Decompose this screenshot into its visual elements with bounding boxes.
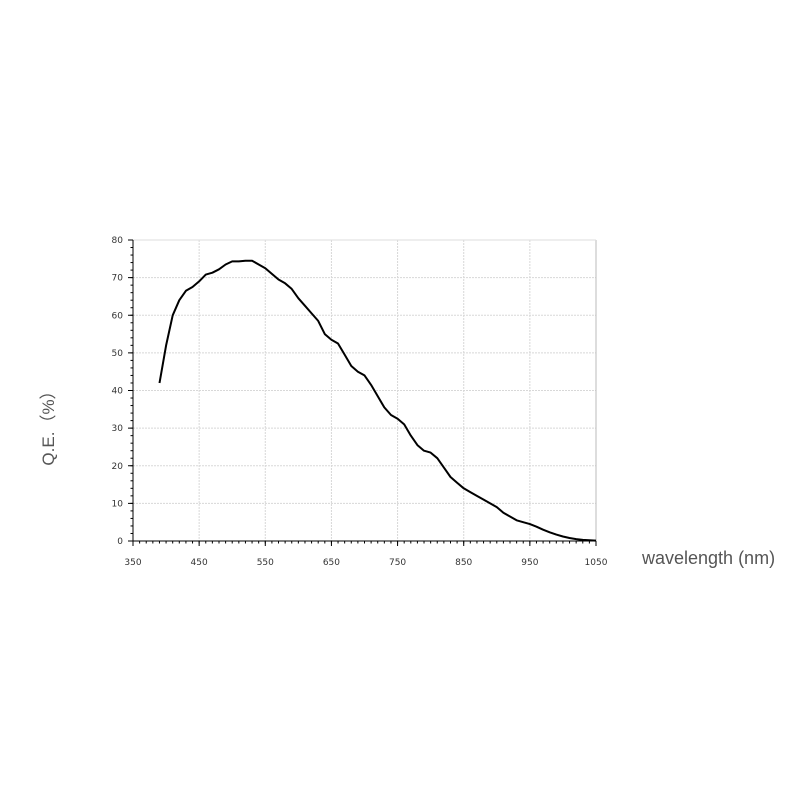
x-tick-label: 1050 [585, 558, 608, 568]
y-tick-label: 30 [112, 424, 124, 434]
y-axis-label: Q.E.（%） [39, 382, 58, 465]
y-tick-label: 40 [112, 387, 124, 397]
y-tick-label: 0 [117, 537, 123, 547]
x-tick-label: 850 [455, 558, 472, 568]
x-axis-label: wavelength (nm) [641, 548, 775, 568]
x-tick-label: 950 [521, 558, 538, 568]
x-tick-label: 550 [257, 558, 274, 568]
series-line [158, 259, 597, 542]
y-tick-label: 60 [112, 311, 124, 321]
x-tick-label: 450 [191, 558, 208, 568]
x-tick-label: 750 [389, 558, 406, 568]
y-tick-labels: 0 10 20 30 40 50 60 70 80 [112, 236, 124, 547]
x-tick-label: 650 [323, 558, 340, 568]
grid [133, 240, 596, 541]
y-tick-label: 10 [112, 499, 124, 509]
axes [128, 239, 597, 546]
y-tick-label: 70 [112, 274, 124, 284]
y-tick-label: 50 [112, 349, 124, 359]
x-tick-label: 350 [124, 558, 141, 568]
y-tick-label: 80 [112, 236, 124, 246]
x-tick-labels: 350 450 550 650 750 850 950 1050 [124, 558, 607, 568]
y-tick-label: 20 [112, 462, 124, 472]
